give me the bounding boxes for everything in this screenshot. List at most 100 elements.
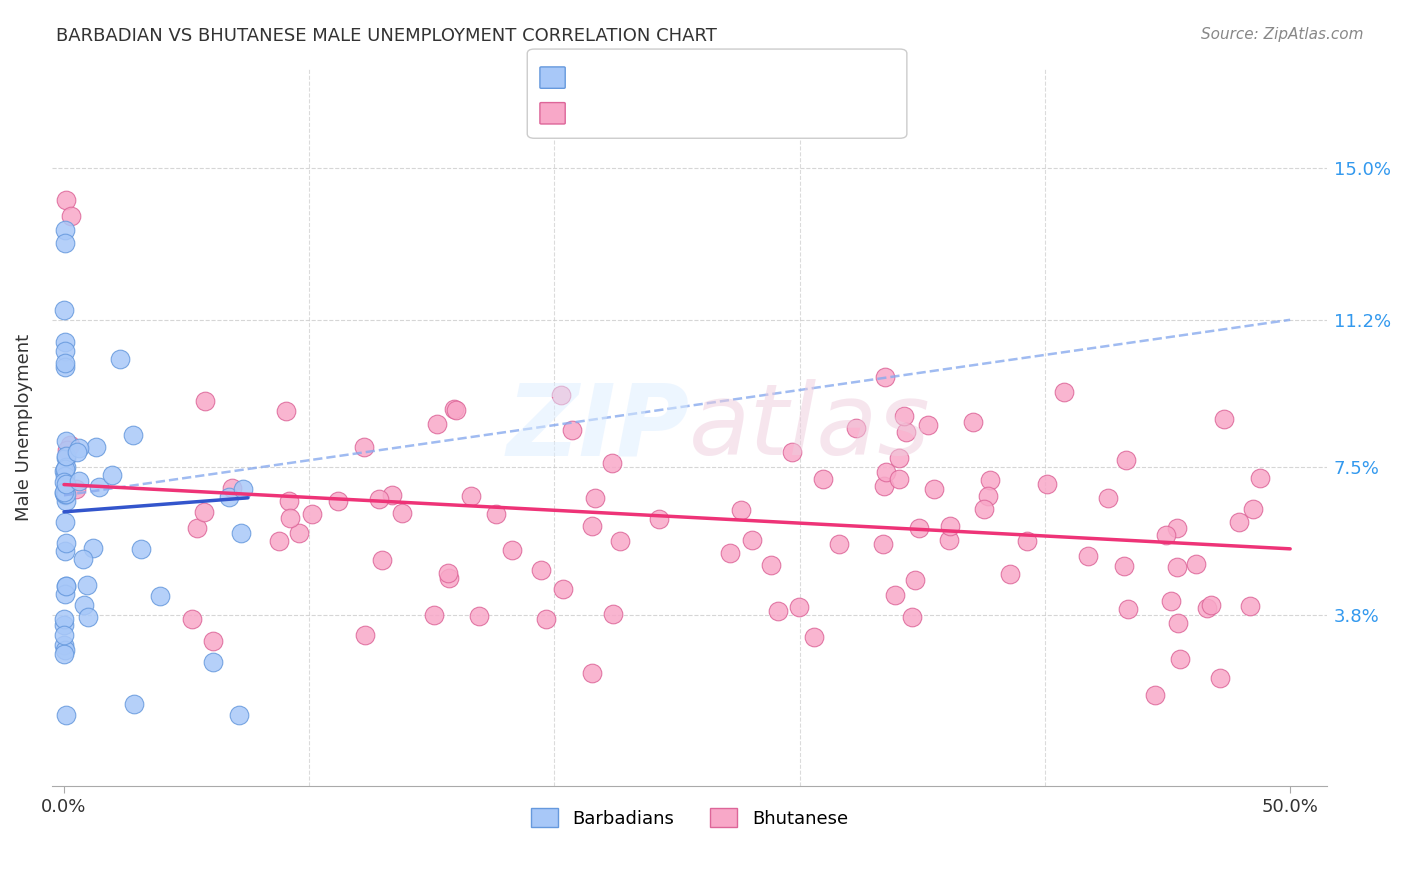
Point (907, 521, 929, 535)
Point (534, 611, 557, 625)
Point (1167, 616, 1189, 631)
Point (76, 577, 98, 591)
Point (437, 566, 460, 580)
Point (561, 424, 583, 438)
Point (1000, 566, 1022, 581)
Point (73, 599, 96, 613)
Point (939, 519, 962, 533)
Point (962, 415, 984, 429)
Point (1209, 671, 1232, 685)
Point (53, 628, 76, 642)
Point (443, 401, 465, 416)
Point (873, 479, 896, 493)
Point (894, 425, 917, 439)
Point (186, 521, 208, 535)
Text: atlas: atlas (689, 379, 931, 476)
Point (1077, 549, 1099, 564)
Point (550, 388, 572, 402)
Text: R =: R = (569, 67, 606, 85)
Point (87, 480, 110, 494)
Point (917, 417, 939, 432)
Point (60, 209, 83, 223)
Point (884, 587, 907, 601)
Point (1199, 598, 1222, 612)
Point (124, 698, 146, 712)
Point (65, 483, 87, 497)
Point (485, 508, 508, 522)
Text: ZIP: ZIP (506, 379, 689, 476)
Point (53, 487, 76, 501)
Point (55, 451, 77, 466)
Point (730, 503, 752, 517)
Text: Source: ZipAtlas.com: Source: ZipAtlas.com (1201, 27, 1364, 42)
Point (53, 515, 76, 529)
Point (53, 360, 76, 375)
Point (328, 494, 350, 508)
Point (53, 235, 76, 250)
Point (803, 630, 825, 644)
Point (121, 428, 143, 442)
Point (232, 482, 254, 496)
Point (55, 356, 77, 370)
Point (77, 610, 100, 624)
Point (381, 488, 404, 502)
Point (368, 492, 391, 507)
Point (581, 665, 603, 680)
Point (55, 449, 77, 463)
Text: -0.217: -0.217 (626, 103, 685, 120)
Point (66, 445, 89, 459)
Point (973, 501, 995, 516)
Point (1249, 471, 1271, 485)
Legend: Barbadians, Bhutanese: Barbadians, Bhutanese (523, 801, 855, 835)
Point (828, 537, 851, 551)
Point (444, 403, 467, 417)
Point (1241, 502, 1264, 516)
Point (600, 456, 623, 470)
Point (371, 553, 394, 567)
Point (1097, 491, 1119, 506)
Point (72, 552, 94, 566)
Point (938, 533, 960, 548)
Point (468, 608, 491, 623)
Point (108, 351, 131, 366)
Point (787, 600, 810, 615)
Point (278, 493, 301, 508)
Point (55, 578, 77, 592)
Point (423, 607, 446, 622)
Point (1239, 599, 1261, 613)
Text: 56: 56 (766, 67, 789, 85)
Point (131, 541, 153, 556)
Point (228, 707, 250, 722)
Point (780, 444, 803, 458)
Point (872, 537, 894, 551)
Point (845, 420, 868, 434)
Point (437, 571, 460, 585)
Point (875, 370, 897, 384)
Point (1166, 559, 1188, 574)
Point (530, 563, 553, 577)
Text: 102: 102 (766, 103, 801, 120)
Point (55, 335, 77, 350)
Point (53, 638, 76, 652)
Point (101, 467, 124, 482)
Point (893, 409, 915, 423)
Y-axis label: Male Unemployment: Male Unemployment (15, 334, 32, 521)
Point (53, 303, 76, 318)
Point (67, 441, 90, 455)
Point (193, 505, 215, 519)
Point (1116, 602, 1139, 616)
Point (977, 489, 1000, 503)
Point (84, 440, 107, 454)
Point (55, 434, 77, 448)
Point (460, 489, 482, 503)
Point (718, 546, 741, 560)
Point (53, 485, 76, 500)
Point (53, 475, 76, 490)
Point (55, 579, 77, 593)
Point (53, 223, 76, 237)
Point (221, 481, 243, 495)
Point (276, 403, 298, 417)
Point (924, 483, 946, 497)
Point (53, 485, 76, 500)
Point (979, 473, 1001, 487)
